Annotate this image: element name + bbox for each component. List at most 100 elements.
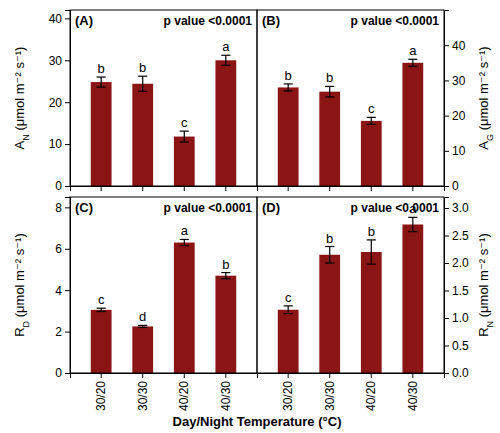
- tick-label: 30: [49, 54, 63, 68]
- annotation: p value <0.0001: [164, 14, 253, 28]
- bar: [91, 310, 112, 373]
- error-bar-line: [412, 217, 413, 231]
- tick: 0.5: [444, 339, 469, 353]
- tick: 4: [55, 284, 70, 298]
- tick-label: 0: [452, 179, 459, 193]
- error-bar-cap: [284, 305, 293, 306]
- error-bar-cap: [367, 124, 376, 125]
- panel: 010203040bbca(A)p value <0.0001AN (μmol …: [12, 10, 258, 193]
- axis-line: [445, 198, 450, 374]
- marks: [91, 55, 236, 186]
- error-bar-cap: [221, 55, 230, 56]
- significance-letter: c: [368, 101, 375, 116]
- error-bar-cap: [138, 76, 147, 77]
- tick-mark: [101, 373, 102, 378]
- y-axis: 02468: [55, 198, 70, 381]
- error-bar-cap: [138, 91, 147, 92]
- panel-label: (B): [262, 13, 280, 28]
- error-bar-line: [225, 273, 226, 279]
- panel: 0.00.51.01.52.02.53.030/2030/3040/2040/3…: [257, 197, 495, 411]
- tick-mark: [65, 144, 70, 145]
- bar: [91, 82, 112, 186]
- tick-label: 0: [55, 179, 62, 193]
- bar: [319, 255, 340, 373]
- error-bar-cap: [367, 264, 376, 265]
- error-bar-line: [412, 59, 413, 66]
- error-bar-cap: [180, 141, 189, 142]
- error-bar-cap: [325, 86, 334, 87]
- y-axis-title: AG (μmol m⁻² s⁻¹): [476, 46, 495, 149]
- significance-letter: b: [368, 224, 375, 239]
- tick-label: 4: [55, 284, 62, 298]
- axis-line: [258, 374, 445, 379]
- bar: [215, 276, 236, 373]
- tick-label: 40/20: [177, 381, 191, 411]
- error-bar: [367, 117, 376, 124]
- tick-label: 8: [55, 201, 62, 215]
- tick-label: 30/20: [94, 381, 108, 411]
- tick-label: 30/20: [281, 381, 295, 411]
- error-bar-cap: [97, 76, 106, 77]
- error-bar-line: [184, 239, 185, 245]
- error-bar: [367, 240, 376, 264]
- y-axis: 010203040: [49, 11, 71, 194]
- tick: 0.0: [444, 366, 469, 380]
- significance-letter: b: [326, 70, 333, 85]
- error-bar-line: [101, 77, 102, 87]
- axis-line: [65, 198, 71, 374]
- error-bar-cap: [367, 117, 376, 118]
- error-bar-cap: [284, 90, 293, 91]
- error-bar-cap: [284, 313, 293, 314]
- tick: [371, 186, 372, 191]
- tick: 30: [49, 54, 70, 68]
- error-bar-cap: [180, 239, 189, 240]
- tick: 30: [444, 74, 466, 88]
- error-bar: [408, 59, 417, 66]
- error-bar-line: [288, 84, 289, 91]
- error-bar-cap: [325, 262, 334, 263]
- y-axis: 010203040: [444, 11, 466, 194]
- error-bar-line: [288, 306, 289, 314]
- error-bar: [284, 306, 293, 314]
- tick-mark: [444, 263, 449, 264]
- annotation: p value <0.0001: [351, 14, 440, 28]
- bar: [174, 137, 195, 186]
- error-bar: [180, 239, 189, 245]
- tick-label: 10: [49, 137, 63, 151]
- tick-mark: [444, 45, 449, 46]
- error-bar-cap: [408, 217, 417, 218]
- tick-mark: [225, 186, 226, 191]
- panel-label: (A): [75, 13, 93, 28]
- tick-label: 40: [452, 39, 466, 53]
- y-axis-title: AN (μmol m⁻² s⁻¹): [12, 47, 31, 150]
- x-axis: [258, 186, 445, 191]
- x-axis: [71, 186, 258, 191]
- error-bar-cap: [221, 65, 230, 66]
- error-bar: [221, 55, 230, 65]
- tick-label: 40/30: [406, 381, 420, 411]
- bar: [174, 243, 195, 373]
- y-axis: 0.00.51.01.52.02.53.0: [444, 198, 469, 381]
- tick: [225, 186, 226, 191]
- tick: 10: [49, 137, 70, 151]
- tick-mark: [444, 116, 449, 117]
- tick: [412, 186, 413, 191]
- marks: [91, 239, 236, 373]
- bar: [132, 84, 153, 186]
- panel: 010203040bbca(B)p value <0.0001AG (μmol …: [257, 10, 495, 193]
- tick-label: 30: [452, 74, 466, 88]
- error-bar-cap: [325, 246, 334, 247]
- tick: 40: [49, 12, 70, 26]
- tick-mark: [444, 318, 449, 319]
- error-bar-line: [184, 131, 185, 142]
- tick-mark: [142, 186, 143, 191]
- tick-mark: [288, 373, 289, 378]
- error-bar: [180, 131, 189, 142]
- error-bar-cap: [97, 87, 106, 88]
- tick-mark: [65, 18, 70, 19]
- tick-mark: [412, 373, 413, 378]
- plot-frame: [70, 197, 257, 373]
- bar: [319, 92, 340, 186]
- tick: 0: [55, 179, 70, 193]
- tick-mark: [444, 346, 449, 347]
